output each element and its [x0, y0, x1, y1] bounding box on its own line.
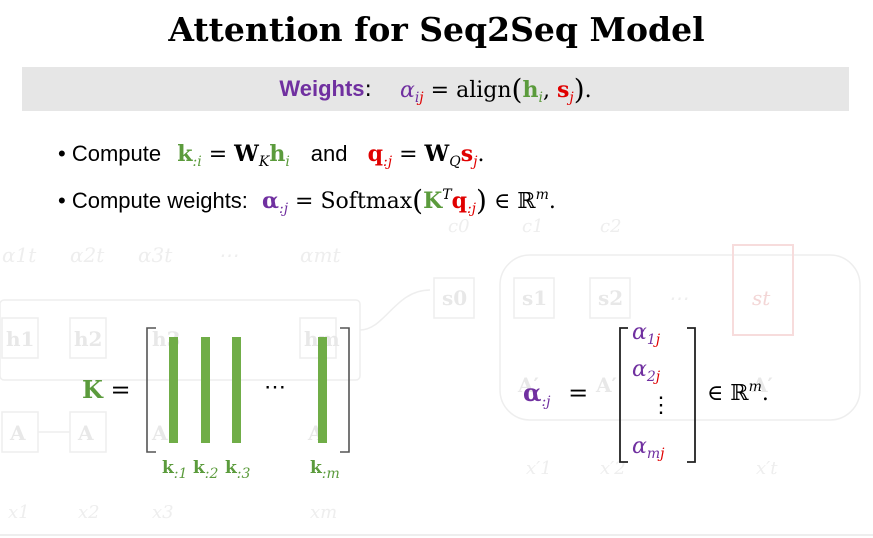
bullet-dot-2: • — [58, 188, 66, 213]
k-col-label-2: k:2 — [193, 458, 219, 482]
bg-s-0: s0 — [442, 286, 467, 310]
alpha-entry-m: αmj — [632, 434, 665, 462]
bg-xprime-2: x′2 — [600, 458, 626, 479]
bg-alpha-row: α1t α2t α3t ⋯ αmt — [2, 243, 341, 267]
bg-h-1: h1 — [6, 327, 34, 351]
bg-x-1: x1 — [8, 502, 30, 523]
alpha-vector-label: α:j = — [523, 378, 589, 410]
bullet-compute-weights: • Compute weights: α:j = Softmax(KTq:j) … — [58, 184, 556, 217]
bullet-2-formula: α:j = Softmax(KTq:j) ∈ ℝm. — [262, 184, 556, 217]
bg-s-t: st — [752, 286, 771, 310]
bg-h-3: h3 — [152, 327, 180, 351]
weights-eq: = — [430, 77, 450, 103]
bg-xprime-1: x′1 — [526, 458, 552, 479]
bullet-dot-1: • — [58, 141, 66, 166]
weights-bar: Weights: αij = align(hi, sj). — [22, 67, 849, 111]
weights-alpha-sub-j: j — [419, 89, 424, 106]
bg-Aprime-row: A′ A′ A′ — [517, 373, 773, 397]
bg-alpha-2: α2t — [70, 243, 105, 267]
alpha-entry-2: α2j — [632, 357, 661, 385]
bg-c-0: c0 — [448, 216, 470, 237]
bg-c-1: c1 — [522, 216, 544, 237]
bg-Aprime-3: A′ — [751, 373, 773, 397]
bg-s-2: s2 — [598, 286, 623, 310]
alpha-vdots: ⋮ — [650, 393, 672, 418]
bg-c-row: c0 c1 c2 — [448, 216, 622, 237]
bg-alpha-3: α3t — [138, 243, 173, 267]
bg-x-m: xm — [310, 502, 337, 523]
bg-A-row: A A A A — [1, 411, 324, 453]
bg-alpha-dots: ⋯ — [218, 243, 238, 267]
bg-x-2: x2 — [78, 502, 100, 523]
weights-label: Weights — [279, 76, 365, 101]
bg-x-3: x3 — [152, 502, 174, 523]
bg-s-t-box — [732, 244, 794, 336]
bg-x-row: x1 x2 x3 xm — [8, 502, 337, 523]
bg-h-m: hm — [304, 327, 340, 351]
bullet-1-k-formula: k:i = WKhi — [177, 141, 290, 170]
weights-alpha: α — [399, 77, 415, 103]
k-col-label-3: k:3 — [225, 458, 251, 482]
bg-A-2: A — [77, 421, 94, 445]
bg-encoder-box — [0, 299, 361, 381]
weights-end: . — [584, 77, 592, 103]
k-col-label-1: k:1 — [162, 458, 188, 482]
bg-h-row: h1 h2 h3 hm — [1, 317, 340, 359]
k-col-label-m: k:m — [310, 458, 340, 482]
bg-s-1: s1 — [522, 286, 547, 310]
bg-A-1: A — [9, 421, 26, 445]
k-matrix-dots: ⋯ — [264, 375, 286, 400]
bg-h-2: h2 — [74, 327, 102, 351]
alpha-in-rm: ∈ ℝm. — [707, 379, 769, 406]
bg-A-3: A — [151, 421, 168, 445]
bullet-1-and: and — [310, 141, 348, 166]
bullet-2-text: Compute weights: — [71, 188, 248, 213]
weights-h-sub: i — [538, 89, 543, 106]
weights-alpha-sub-i: i — [414, 89, 420, 106]
bg-alpha-1: α1t — [2, 243, 37, 267]
weights-formula: αij = align(hi, sj). — [399, 72, 592, 106]
slide-title: Attention for Seq2Seq Model — [168, 10, 705, 49]
weights-align: align — [456, 77, 512, 103]
weights-s: s — [556, 76, 570, 103]
weights-colon: : — [364, 76, 372, 102]
bg-s-dots: ⋯ — [668, 286, 688, 310]
weights-h: h — [522, 76, 539, 103]
alpha-entry-1: α1j — [632, 320, 661, 348]
bg-xprime-t: x′t — [756, 458, 778, 479]
bullet-1-q-formula: q:j = WQsj. — [367, 141, 485, 170]
k-matrix-label: K = — [82, 375, 131, 404]
bg-alpha-m: αmt — [300, 243, 341, 267]
bg-c-2: c2 — [600, 216, 622, 237]
bg-decoder-box — [499, 254, 861, 421]
weights-s-sub: j — [569, 89, 574, 106]
bullet-compute-kq: • Compute k:i = WKhi and q:j = WQsj. — [58, 141, 484, 170]
bg-Aprime-2: A′ — [595, 373, 617, 397]
bg-s-row: s0 s1 s2 ⋯ st — [433, 244, 794, 336]
bg-A-4: A — [307, 421, 324, 445]
bg-xprime-row: x′1 x′2 x′t — [526, 458, 778, 479]
bullet-1-compute: Compute — [71, 141, 162, 166]
bg-Aprime-1: A′ — [517, 373, 539, 397]
